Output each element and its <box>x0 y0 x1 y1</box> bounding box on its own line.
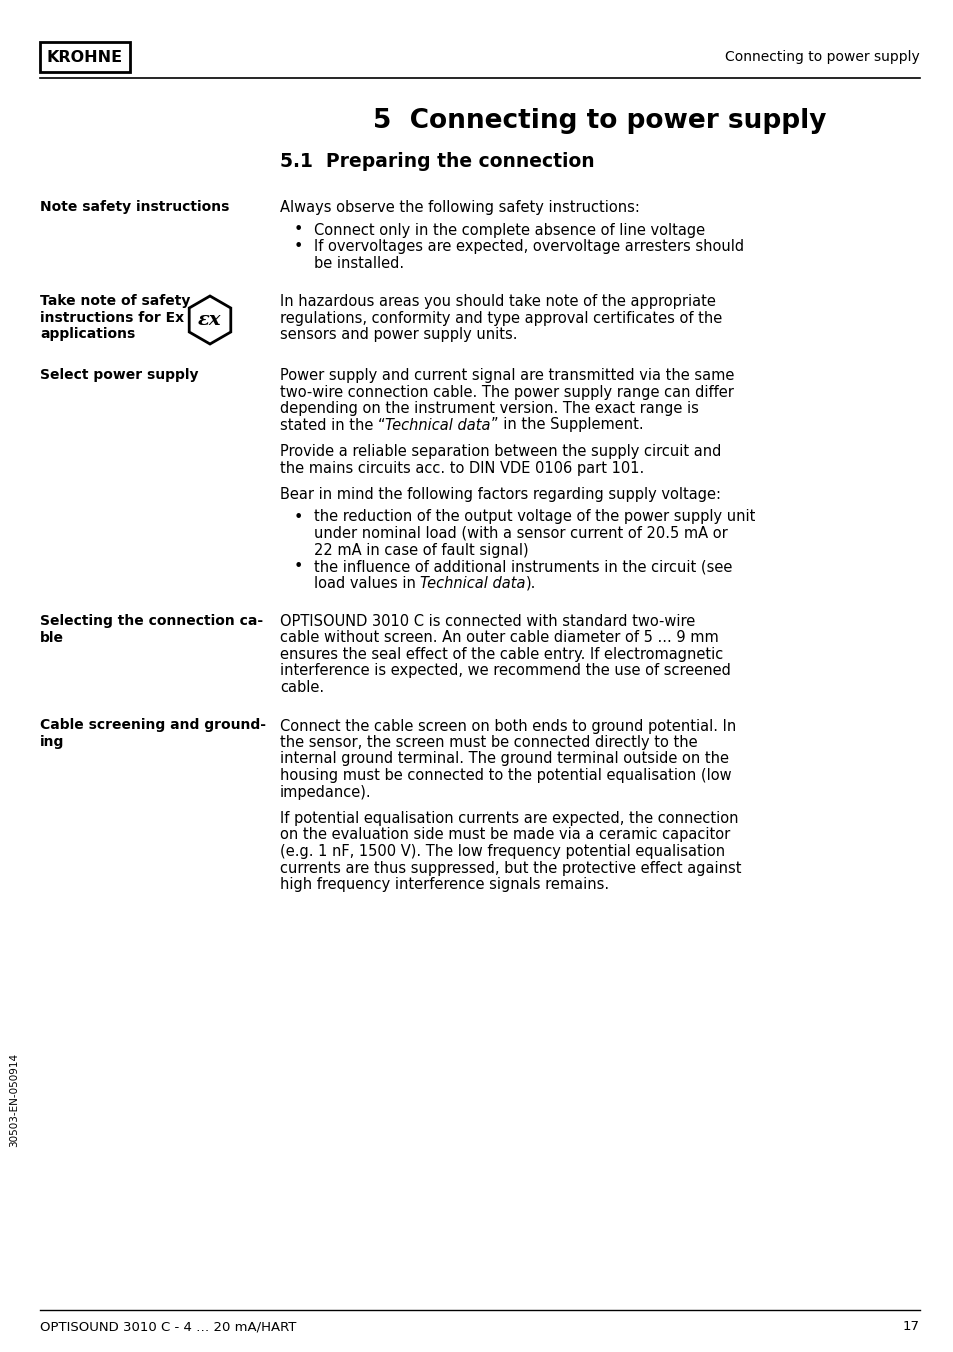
Text: under nominal load (with a sensor current of 20.5 mA or: under nominal load (with a sensor curren… <box>314 526 727 541</box>
Text: Connecting to power supply: Connecting to power supply <box>724 50 919 64</box>
Text: Power supply and current signal are transmitted via the same: Power supply and current signal are tran… <box>280 368 734 383</box>
Text: Connect only in the complete absence of line voltage: Connect only in the complete absence of … <box>314 223 704 238</box>
Text: ).: ). <box>525 576 536 591</box>
Text: In hazardous areas you should take note of the appropriate: In hazardous areas you should take note … <box>280 293 715 310</box>
Text: the influence of additional instruments in the circuit (see: the influence of additional instruments … <box>314 558 732 575</box>
Text: on the evaluation side must be made via a ceramic capacitor: on the evaluation side must be made via … <box>280 827 729 842</box>
Text: housing must be connected to the potential equalisation (low: housing must be connected to the potenti… <box>280 768 731 783</box>
Text: OPTISOUND 3010 C is connected with standard two-wire: OPTISOUND 3010 C is connected with stand… <box>280 614 695 629</box>
Text: two-wire connection cable. The power supply range can differ: two-wire connection cable. The power sup… <box>280 384 733 399</box>
Text: Select power supply: Select power supply <box>40 368 198 383</box>
Text: Selecting the connection ca-: Selecting the connection ca- <box>40 614 263 627</box>
Text: ensures the seal effect of the cable entry. If electromagnetic: ensures the seal effect of the cable ent… <box>280 648 722 662</box>
Text: the sensor, the screen must be connected directly to the: the sensor, the screen must be connected… <box>280 735 697 750</box>
Text: Note safety instructions: Note safety instructions <box>40 200 229 214</box>
Text: sensors and power supply units.: sensors and power supply units. <box>280 327 517 342</box>
Text: Connect the cable screen on both ends to ground potential. In: Connect the cable screen on both ends to… <box>280 718 736 734</box>
Text: If overvoltages are expected, overvoltage arresters should: If overvoltages are expected, overvoltag… <box>314 239 743 254</box>
Text: regulations, conformity and type approval certificates of the: regulations, conformity and type approva… <box>280 311 721 326</box>
Text: Always observe the following safety instructions:: Always observe the following safety inst… <box>280 200 639 215</box>
Text: cable.: cable. <box>280 680 324 695</box>
Text: instructions for Ex: instructions for Ex <box>40 311 184 324</box>
Text: applications: applications <box>40 327 135 341</box>
Text: Bear in mind the following factors regarding supply voltage:: Bear in mind the following factors regar… <box>280 487 720 502</box>
Text: Technical data: Technical data <box>385 418 491 433</box>
Text: 5  Connecting to power supply: 5 Connecting to power supply <box>373 108 826 134</box>
Text: currents are thus suppressed, but the protective effect against: currents are thus suppressed, but the pr… <box>280 860 740 876</box>
Text: Take note of safety: Take note of safety <box>40 293 191 308</box>
Text: εx: εx <box>198 311 221 329</box>
Text: high frequency interference signals remains.: high frequency interference signals rema… <box>280 877 608 892</box>
Text: •: • <box>293 239 302 254</box>
Text: 22 mA in case of fault signal): 22 mA in case of fault signal) <box>314 542 528 557</box>
Polygon shape <box>189 296 231 343</box>
Text: ing: ing <box>40 735 64 749</box>
Text: load values in: load values in <box>314 576 420 591</box>
Text: depending on the instrument version. The exact range is: depending on the instrument version. The… <box>280 402 699 416</box>
Text: impedance).: impedance). <box>280 784 372 799</box>
Text: •: • <box>293 223 302 238</box>
Text: internal ground terminal. The ground terminal outside on the: internal ground terminal. The ground ter… <box>280 752 728 767</box>
Text: cable without screen. An outer cable diameter of 5 ... 9 mm: cable without screen. An outer cable dia… <box>280 630 718 645</box>
Text: If potential equalisation currents are expected, the connection: If potential equalisation currents are e… <box>280 811 738 826</box>
Text: •: • <box>293 510 302 525</box>
Text: Cable screening and ground-: Cable screening and ground- <box>40 718 266 733</box>
Text: 5.1  Preparing the connection: 5.1 Preparing the connection <box>280 151 594 170</box>
Text: the reduction of the output voltage of the power supply unit: the reduction of the output voltage of t… <box>314 510 755 525</box>
Text: stated in the “: stated in the “ <box>280 418 385 433</box>
Text: be installed.: be installed. <box>314 256 404 270</box>
Text: (e.g. 1 nF, 1500 V). The low frequency potential equalisation: (e.g. 1 nF, 1500 V). The low frequency p… <box>280 844 724 859</box>
Text: Provide a reliable separation between the supply circuit and: Provide a reliable separation between th… <box>280 443 720 458</box>
Text: 17: 17 <box>902 1320 919 1333</box>
Bar <box>40 42 130 72</box>
Text: interference is expected, we recommend the use of screened: interference is expected, we recommend t… <box>280 664 730 679</box>
Text: 30503-EN-050914: 30503-EN-050914 <box>9 1053 19 1146</box>
Text: ” in the Supplement.: ” in the Supplement. <box>491 418 643 433</box>
Text: •: • <box>293 558 302 575</box>
Text: OPTISOUND 3010 C - 4 … 20 mA/HART: OPTISOUND 3010 C - 4 … 20 mA/HART <box>40 1320 296 1333</box>
Text: the mains circuits acc. to DIN VDE 0106 part 101.: the mains circuits acc. to DIN VDE 0106 … <box>280 461 643 476</box>
Text: KROHNE: KROHNE <box>47 50 123 65</box>
Text: Technical data: Technical data <box>420 576 525 591</box>
Text: ble: ble <box>40 630 64 645</box>
